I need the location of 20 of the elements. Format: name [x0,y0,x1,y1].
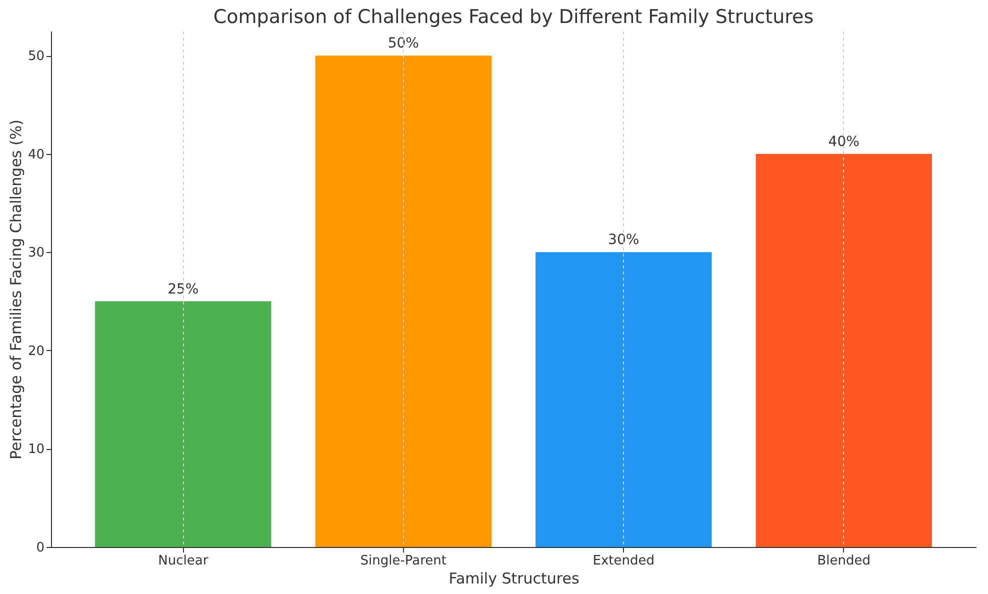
y-tick-label: 40 [28,147,44,162]
x-tick-label: Single-Parent [360,554,447,568]
data-label: 40% [828,134,860,150]
y-tick-label: 30 [28,246,44,261]
data-label: 25% [168,281,199,298]
bar [536,252,712,547]
y-tick-label: 50 [28,49,44,64]
y-axis-title: Percentage of Families Facing Challenges (%) [6,120,25,460]
x-tick-label: Blended [817,554,870,568]
data-label: 30% [608,232,640,248]
x-tick-label: Nuclear [158,554,209,568]
y-tick-label: 20 [28,344,44,359]
bar [756,154,932,547]
y-tick-label: 10 [28,442,44,458]
y-tick-label: 0 [36,540,44,556]
x-axis-title: Family Structures [448,570,580,588]
x-tick-label: Extended [592,554,654,568]
chart-title: Comparison of Challenges Faced by Different Family Structures [213,6,814,28]
bar [315,56,492,547]
bar [95,301,272,547]
